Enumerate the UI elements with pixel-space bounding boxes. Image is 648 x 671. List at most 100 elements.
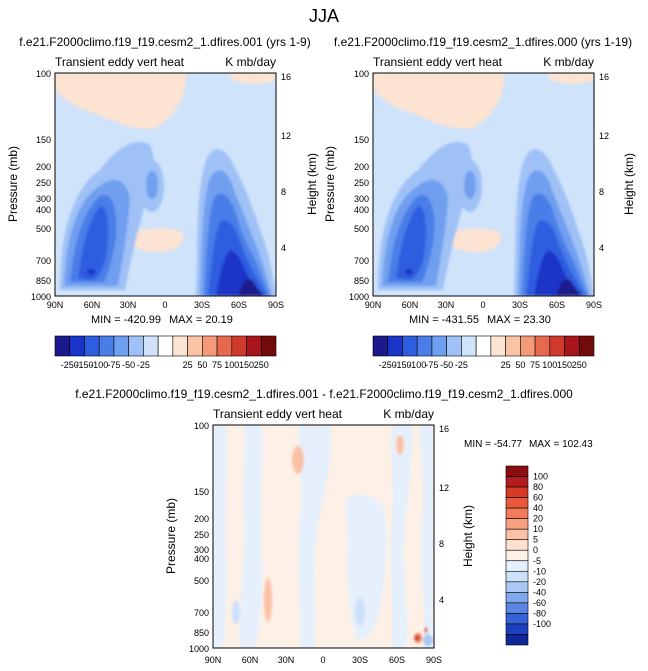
colorbar-label: 60 — [533, 493, 543, 503]
y-tick-label: 400 — [194, 554, 209, 564]
x-tick-label: 30S — [194, 300, 210, 310]
panel-2-right-label: K mb/day — [543, 55, 594, 69]
colorbar-swatch — [505, 518, 529, 530]
colorbar-swatch — [505, 560, 529, 572]
colorbar-swatch — [187, 335, 203, 357]
colorbar-swatch — [260, 335, 277, 357]
panel-diff-ylabel: Pressure (mb) — [164, 498, 178, 574]
panel-diff-negative-region — [345, 494, 387, 640]
colorbar-swatch — [505, 581, 529, 593]
height-tick-label: 16 — [281, 72, 291, 82]
panel-diff-negative-cell — [423, 634, 433, 646]
colorbar-label: 80 — [533, 482, 543, 492]
colorbar-swatch — [505, 335, 521, 357]
panel-diff-field — [213, 425, 434, 648]
panel-diff-positive-cell — [415, 636, 419, 640]
panel-1-contour-250 — [238, 278, 264, 296]
x-tick-label: 30S — [512, 300, 528, 310]
panel-2-contour-250 — [556, 278, 582, 296]
y-tick-label: 400 — [354, 205, 369, 215]
height-tick-label: 8 — [281, 187, 286, 197]
colorbar-swatch — [54, 335, 71, 357]
colorbar-label: 250 — [254, 360, 269, 370]
colorbar-swatch — [564, 335, 580, 357]
y-tick-label: 200 — [194, 514, 209, 524]
y-tick-label: 150 — [194, 487, 209, 497]
x-tick-label: 90S — [426, 655, 442, 665]
y-tick-label: 250 — [36, 178, 51, 188]
colorbar-label: 75 — [212, 360, 222, 370]
colorbar-label: -10 — [533, 566, 546, 576]
colorbar-label: -25 — [455, 360, 468, 370]
colorbar-swatch — [505, 507, 529, 519]
panel-diff-negative-region — [213, 425, 227, 648]
y-tick-label: 300 — [354, 194, 369, 204]
x-tick-label: 60S — [231, 300, 247, 310]
x-tick-label: 60N — [84, 300, 101, 310]
panel-2-contours — [373, 73, 594, 296]
colorbar-swatch — [505, 465, 529, 477]
y-tick-label: 700 — [194, 608, 209, 618]
panel-diff-contours — [213, 425, 434, 648]
x-tick-label: 60S — [389, 655, 405, 665]
colorbar-label: -150 — [75, 360, 93, 370]
x-tick-label: 60S — [549, 300, 565, 310]
colorbar-label: -75 — [107, 360, 120, 370]
figure-title: JJA — [309, 6, 339, 26]
panel-diff-min-label: MIN = -54.77 — [464, 439, 523, 450]
y-tick-label: 400 — [36, 205, 51, 215]
panel-2-frame — [372, 72, 595, 297]
colorbar-label: 25 — [183, 360, 193, 370]
colorbar-swatch — [84, 335, 100, 357]
colorbar-label: 250 — [572, 360, 587, 370]
colorbar-swatch — [172, 335, 188, 357]
y-tick-label: 1000 — [31, 292, 51, 302]
x-tick-label: 90S — [268, 300, 284, 310]
panel-diff-positive-cell — [292, 446, 304, 474]
colorbar-label: 50 — [515, 360, 525, 370]
height-tick-label: 12 — [439, 483, 449, 493]
colorbar-swatch — [231, 335, 247, 357]
colorbar-label: -100 — [90, 360, 108, 370]
colorbar-swatch — [505, 486, 529, 498]
x-tick-label: 0 — [162, 300, 167, 310]
colorbar-swatch — [216, 335, 233, 357]
colorbar-label: -150 — [393, 360, 411, 370]
height-tick-label: 12 — [281, 131, 291, 141]
panel-2-contour-100 — [396, 206, 426, 280]
colorbar-label: -5 — [533, 556, 541, 566]
colorbar-label: 150 — [557, 360, 572, 370]
panel-diff-y-ticks: 100 150 200 250 300 400 500 700 850 1000 — [189, 421, 209, 654]
colorbar-swatch — [505, 497, 529, 509]
panel-1-nh-maximum — [87, 269, 95, 275]
colorbar-swatch — [578, 335, 595, 357]
panel-2-upper-blob-core — [464, 171, 476, 199]
colorbar-swatch — [505, 570, 529, 583]
panel-1-positive-region — [55, 73, 187, 129]
height-tick-label: 16 — [439, 424, 449, 434]
panel-1-contours — [55, 73, 276, 296]
colorbar-label: 40 — [533, 503, 543, 513]
panel-diff-right-label: K mb/day — [383, 407, 434, 421]
colorbar-label: 10 — [533, 524, 543, 534]
panel-1: f.e21.F2000climo.f19_f19.cesm2_1.dfires.… — [6, 35, 319, 326]
y-tick-label: 1000 — [349, 292, 369, 302]
colorbar-swatch — [143, 335, 159, 357]
colorbar-label: 0 — [533, 545, 538, 555]
panel-1-ylabel: Pressure (mb) — [6, 146, 20, 222]
colorbar-label: 150 — [239, 360, 254, 370]
y-tick-label: 100 — [194, 421, 209, 431]
colorbar-swatch — [505, 539, 529, 551]
panel-2-ylabel-right: Height (km) — [622, 153, 636, 215]
panel-2: f.e21.F2000climo.f19_f19.cesm2_1.dfires.… — [323, 35, 636, 326]
colorbar-label: -100 — [408, 360, 426, 370]
panel-2-nh-maximum — [405, 269, 413, 275]
y-tick-label: 150 — [354, 135, 369, 145]
colorbar-swatch — [520, 335, 536, 357]
height-tick-label: 12 — [599, 131, 609, 141]
colorbar-swatch — [490, 335, 506, 357]
colorbar-swatch — [69, 335, 85, 357]
y-tick-label: 300 — [194, 545, 209, 555]
panel-diff-positive-cell — [264, 578, 272, 622]
panel-diff-frame — [212, 424, 435, 649]
